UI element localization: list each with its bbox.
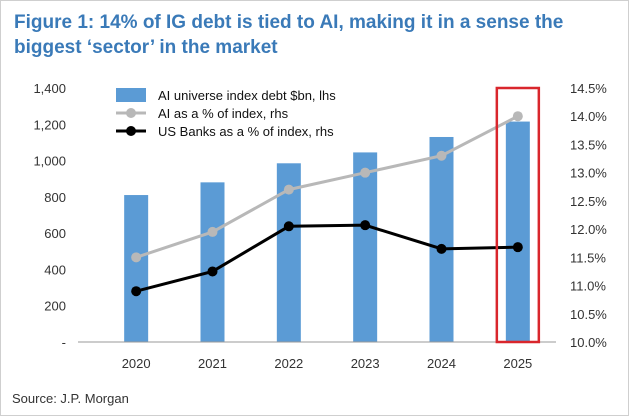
right-axis: 10.0% 10.5% 11.0% 11.5% 12.0% 12.5% 13.0% 13.5%… — [570, 81, 607, 350]
left-tick-label: 600 — [44, 226, 66, 241]
left-tick-label: 200 — [44, 299, 66, 314]
line-series — [131, 111, 523, 297]
ai-pct-line-point — [283, 184, 294, 195]
banks-line-point — [283, 221, 294, 232]
right-tick-label: 10.0% — [570, 335, 607, 350]
legend-label: AI universe index debt $bn, lhs — [158, 88, 336, 103]
banks-line-point — [512, 242, 523, 253]
source-note: Source: J.P. Morgan — [12, 391, 129, 406]
highlight-box — [495, 86, 541, 344]
left-tick-label: 400 — [44, 262, 66, 277]
x-tick-label: 2022 — [274, 356, 303, 371]
x-tick-label: 2025 — [503, 356, 532, 371]
left-axis: - 200 400 600 800 1,000 1,200 1,400 — [33, 81, 66, 350]
ai-pct-line-point — [512, 111, 523, 122]
bar — [505, 121, 530, 342]
left-tick-label: 1,200 — [33, 117, 66, 132]
banks-line-point — [436, 243, 447, 254]
legend: AI universe index debt $bn, lhs AI as a %… — [116, 88, 336, 139]
bar — [124, 195, 149, 342]
bar-series — [124, 121, 530, 342]
right-tick-label: 10.5% — [570, 307, 607, 322]
x-axis: 2020 2021 2022 2023 2024 2025 — [78, 341, 556, 371]
legend-swatch-bar — [116, 88, 146, 102]
x-tick-label: 2021 — [198, 356, 227, 371]
banks-line-point — [131, 286, 142, 297]
banks-line-point — [360, 220, 371, 231]
left-tick-label: 800 — [44, 190, 66, 205]
legend-swatch-ai-dot — [126, 108, 136, 118]
chart-title: Figure 1: 14% of IG debt is tied to AI, … — [14, 12, 564, 58]
legend-label: US Banks as a % of index, rhs — [158, 124, 334, 139]
banks-line-point — [207, 266, 218, 277]
ai-pct-line — [135, 114, 519, 259]
legend-swatch-banks-dot — [126, 126, 136, 136]
right-tick-label: 11.5% — [570, 250, 606, 265]
left-tick-label: 1,400 — [33, 81, 66, 96]
right-tick-label: 11.0% — [570, 279, 606, 294]
right-tick-label: 13.0% — [570, 166, 607, 181]
x-tick-label: 2020 — [122, 356, 151, 371]
bar — [200, 182, 225, 342]
ai-pct-line-point — [436, 150, 447, 161]
x-tick-label: 2023 — [351, 356, 380, 371]
legend-label: AI as a % of index, rhs — [158, 106, 289, 121]
right-tick-label: 12.0% — [570, 222, 607, 237]
bar — [429, 136, 454, 342]
ai-pct-line-point — [131, 252, 142, 263]
right-tick-label: 14.5% — [570, 81, 607, 96]
left-tick-label: - — [62, 335, 66, 350]
highlight-rect — [495, 86, 541, 344]
x-tick-label: 2024 — [427, 356, 456, 371]
right-tick-label: 14.0% — [570, 109, 607, 124]
left-tick-label: 1,000 — [33, 154, 66, 169]
ai-pct-line-point — [207, 226, 218, 237]
ai-pct-line-point — [360, 167, 371, 178]
right-tick-label: 12.5% — [570, 194, 607, 209]
banks-line — [135, 223, 518, 293]
right-tick-label: 13.5% — [570, 137, 607, 152]
bar — [353, 152, 378, 342]
